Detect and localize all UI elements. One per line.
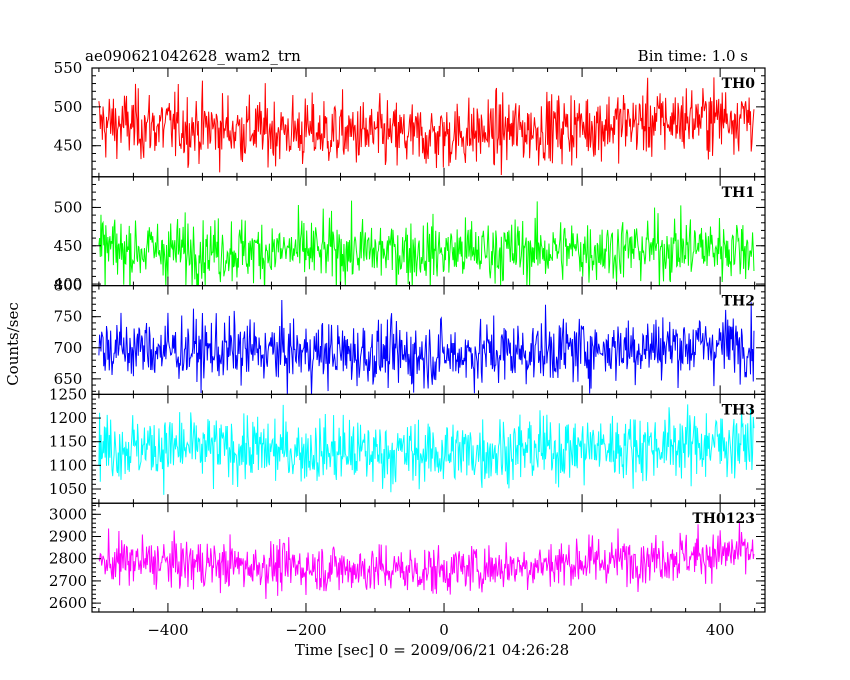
y-tick-label: 2900: [49, 528, 87, 546]
bin-time-label: Bin time: 1.0 s: [638, 47, 748, 65]
y-tick-label: 500: [54, 98, 83, 116]
panel-th2: 650 700 750 800 TH2: [54, 277, 766, 396]
y-tick-label: 750: [54, 308, 83, 326]
y-tick-label: 2800: [49, 550, 87, 568]
y-tick-label: 1200: [49, 409, 87, 427]
y-tick-label: 1100: [49, 456, 87, 474]
panel-th0123: 2600 2700 2800 2900 3000 TH0123: [49, 502, 766, 613]
panel-label: TH1: [722, 185, 755, 201]
x-axis-label: Time [sec] 0 = 2009/06/21 04:26:28: [295, 641, 569, 659]
y-tick-label: 550: [54, 59, 83, 77]
y-tick-label: 1250: [49, 385, 87, 403]
x-axis: −400 −200 0 200 400: [147, 621, 734, 639]
panel-frame: [91, 502, 766, 613]
y-tick-label: 1050: [49, 480, 87, 498]
y-tick-label: 450: [54, 137, 83, 155]
y-tick-label: 500: [54, 198, 83, 216]
y-tick-label: 800: [54, 277, 83, 295]
y-axis-label: Counts/sec: [4, 302, 22, 386]
panel-label: TH0123: [692, 511, 755, 527]
panel-th1: 400 450 500 TH1: [54, 176, 766, 293]
y-tick-label: 2700: [49, 572, 87, 590]
y-tick-label: 1150: [49, 433, 87, 451]
x-tick-label: −400: [147, 621, 188, 639]
chart-title: ae090621042628_wam2_trn: [85, 47, 301, 65]
series-line-th0: [98, 77, 755, 176]
panel-label: TH0: [722, 76, 756, 92]
series-line-th0123: [98, 521, 755, 599]
panel-th3: 1050 1100 1150 1200 1250 TH3: [49, 385, 766, 504]
y-tick-label: 700: [54, 339, 83, 357]
series-line-th2: [98, 299, 755, 395]
x-tick-label: 0: [439, 621, 449, 639]
series-line-th1: [98, 200, 755, 286]
y-tick-label: 400: [54, 275, 83, 293]
panels-group: 450 500 550 TH0 400 450 500 TH1 650 700 750 800 TH2 1…: [49, 59, 766, 613]
series-line-th3: [98, 404, 755, 495]
panel-label: TH3: [722, 402, 755, 418]
y-tick-label: 450: [54, 237, 83, 255]
x-tick-label: 400: [706, 621, 735, 639]
panel-frame: [91, 67, 766, 178]
y-tick-label: 2600: [49, 594, 87, 612]
x-tick-label: −200: [285, 621, 326, 639]
y-tick-label: 3000: [49, 505, 87, 523]
panel-label: TH2: [722, 294, 755, 310]
x-tick-label: 200: [568, 621, 597, 639]
y-tick-label: 650: [54, 370, 83, 388]
panel-th0: 450 500 550 TH0: [54, 59, 766, 178]
